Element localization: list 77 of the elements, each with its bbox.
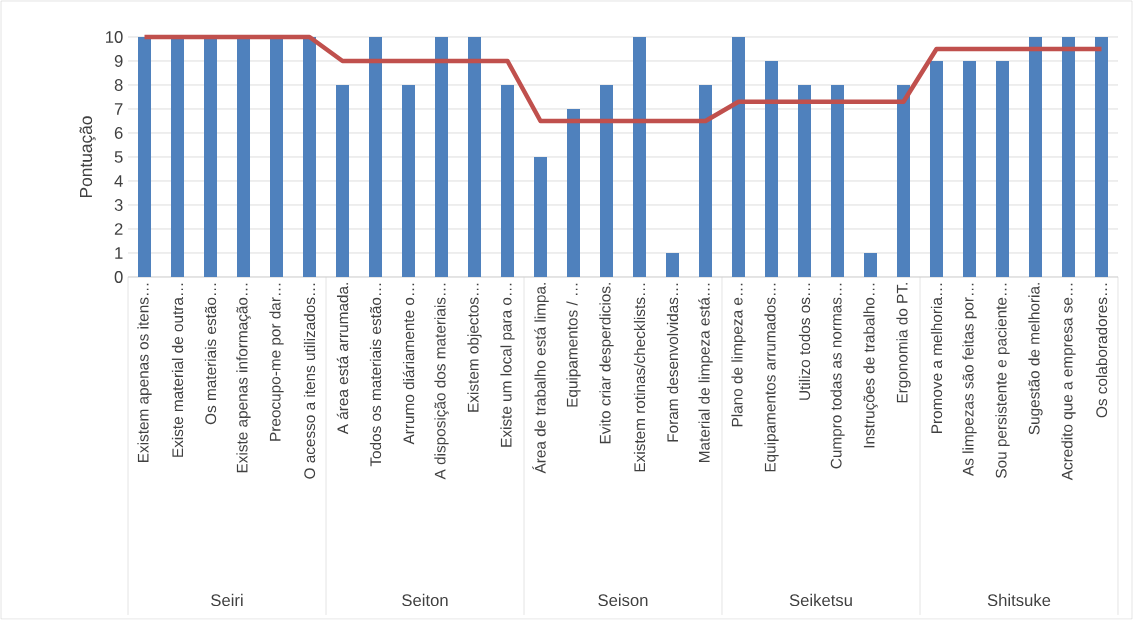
- x-tick-label: Os materiais estão…: [204, 283, 217, 425]
- text: Seison: [598, 593, 648, 607]
- bar: [468, 36, 481, 277]
- text: Shitsuke: [987, 593, 1051, 607]
- x-tick-label: Ergonomia do PT.: [896, 283, 911, 403]
- bar: [369, 36, 383, 277]
- bar: [996, 60, 1009, 277]
- bar: [534, 156, 547, 277]
- x-tick-label: Equipamentos arrumados…: [764, 283, 779, 472]
- y-tick-label: 3: [114, 199, 123, 211]
- x-tick-label: As limpezas são feitas por…: [962, 283, 977, 476]
- x-tick-label: Preocupo-me por dar…: [269, 283, 284, 441]
- bar: [138, 36, 152, 277]
- x-tick-label: Utilizo todos os…: [798, 283, 811, 400]
- x-tick-label: Plano de limpeza e…: [731, 283, 746, 427]
- x-tick-label: Sugestão de melhoria.: [1028, 283, 1043, 435]
- x-tick-label: Acredito que a empresa se…: [1061, 283, 1076, 481]
- bar: [435, 36, 448, 277]
- x-tick-label: Existe um local para o…: [500, 283, 515, 447]
- y-tick-label: 7: [114, 103, 123, 115]
- bar: [1029, 36, 1042, 277]
- y-tick-label: 5: [114, 151, 123, 163]
- bar: [699, 84, 712, 277]
- bar: [336, 84, 349, 277]
- bar: [402, 84, 415, 277]
- y-tick-label: 0: [114, 271, 123, 283]
- x-tick-label: Cumpro todas as normas…: [830, 283, 845, 469]
- bar: [600, 84, 613, 277]
- y-tick-label: 8: [114, 79, 123, 91]
- y-tick-label: 4: [114, 175, 123, 187]
- x-tick-label: Existem apenas os itens…: [137, 283, 152, 462]
- y-tick-label: 2: [114, 223, 123, 235]
- y-tick-label: 1: [115, 247, 123, 259]
- x-tick-label: Sou persistente e paciente…: [995, 283, 1010, 478]
- x-tick-label: Arrumo diáriamente o…: [402, 283, 415, 445]
- x-tick-label: Instruções de trabalho…: [863, 283, 878, 448]
- bar: [831, 84, 844, 277]
- bar: [963, 60, 976, 277]
- y-tick-label: 9: [114, 55, 123, 67]
- x-tick-label: Promove a melhoria…: [930, 283, 943, 433]
- bar: [930, 60, 943, 277]
- bar: [798, 84, 811, 277]
- x-tick-label: O acesso a itens utilizados…: [303, 283, 316, 479]
- x-tick-label: Material de limpeza está…: [698, 283, 713, 462]
- y-tick-label: 10: [106, 31, 123, 43]
- bar: [864, 252, 877, 277]
- bar: [732, 36, 745, 277]
- text: Seiketsu: [789, 593, 852, 607]
- x-tick-label: Área de trabalho está limpa.: [532, 283, 549, 474]
- x-tick-label: A área está arrumada.: [336, 283, 349, 435]
- bar: [1094, 36, 1108, 277]
- bar: [765, 60, 778, 277]
- text: Seiri: [211, 593, 243, 607]
- bar: [237, 36, 250, 277]
- x-tick-label: Existem objectos…: [467, 283, 482, 412]
- bar: [633, 36, 646, 277]
- x-tick-label: A disposição dos materiais…: [434, 283, 449, 480]
- x-tick-label: Todos os materiais estão…: [369, 283, 382, 467]
- x-tick-label: Foram desenvolvidas…: [666, 283, 679, 442]
- bar: [666, 252, 679, 277]
- bar: [1062, 36, 1075, 277]
- text: Seiton: [402, 593, 448, 607]
- bar: [567, 108, 580, 277]
- x-tick-label: Existe material de outra…: [171, 283, 184, 457]
- x-tick-label: Os colaboradores…: [1095, 283, 1108, 418]
- bar: [897, 84, 910, 277]
- bar: [303, 36, 317, 277]
- x-tick-label: Evito criar desperdicios.: [599, 283, 614, 444]
- x-tick-label: Existe apenas informação…: [236, 283, 251, 473]
- y-tick-label: 6: [114, 127, 123, 139]
- x-tick-label: Existem rotinas/checklists…: [633, 283, 646, 472]
- x-tick-label: Equipamentos / …: [566, 283, 581, 407]
- bar: [270, 36, 283, 277]
- bar: [171, 36, 184, 277]
- y-axis-title: Pontuação: [79, 116, 96, 198]
- bar: [204, 36, 218, 277]
- bar: [501, 84, 514, 277]
